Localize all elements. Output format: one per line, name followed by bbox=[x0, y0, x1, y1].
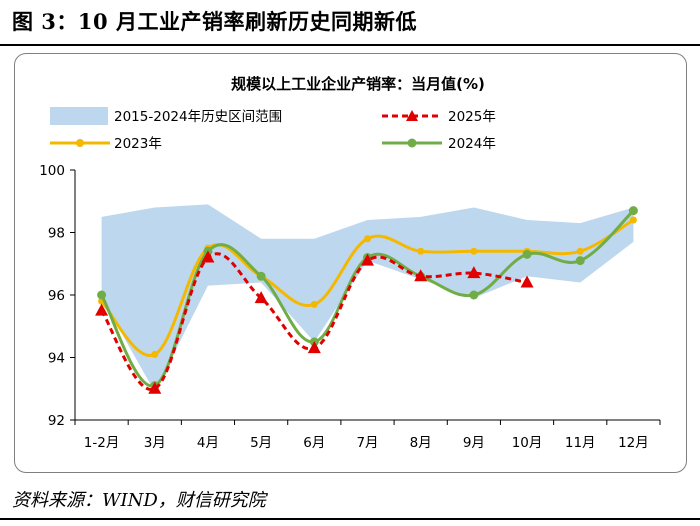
x-tick-label: 3月 bbox=[144, 435, 166, 451]
series-point-2023年 bbox=[310, 300, 318, 308]
series-point-2024年 bbox=[469, 290, 479, 300]
legend-2025-marker bbox=[406, 110, 418, 121]
series-point-2025年 bbox=[467, 266, 481, 279]
series-point-2025年 bbox=[254, 291, 268, 304]
x-tick-label: 1-2月 bbox=[84, 435, 120, 451]
y-tick-label: 94 bbox=[48, 351, 65, 367]
legend-band-swatch bbox=[50, 107, 108, 125]
series-point-2024年 bbox=[256, 271, 266, 281]
y-tick-label: 100 bbox=[39, 163, 65, 179]
legend-2024-marker bbox=[407, 138, 417, 148]
top-rule bbox=[0, 44, 700, 46]
x-tick-label: 5月 bbox=[250, 435, 272, 451]
series-point-2025年 bbox=[361, 253, 374, 266]
figure-title: 图 3：10 月工业产销率刷新历史同期新低 bbox=[12, 9, 417, 34]
chart-title: 规模以上工业企业产销率：当月值(%) bbox=[231, 75, 485, 93]
x-tick-label: 6月 bbox=[303, 435, 325, 451]
series-point-2025年 bbox=[95, 303, 109, 316]
series-point-2025年 bbox=[414, 269, 428, 282]
series-line-2023年 bbox=[100, 218, 635, 357]
series-point-2023年 bbox=[151, 350, 159, 358]
series-point-2024年 bbox=[97, 290, 107, 300]
x-tick-label: 10月 bbox=[512, 435, 543, 451]
x-tick-label: 4月 bbox=[197, 435, 219, 451]
legend-band-label: 2015-2024年历史区间范围 bbox=[114, 109, 282, 125]
x-tick-label: 12月 bbox=[618, 435, 649, 451]
legend-2023-marker bbox=[76, 139, 84, 147]
series-point-2023年 bbox=[629, 216, 637, 224]
y-tick-label: 92 bbox=[48, 413, 65, 429]
legend-2024-label: 2024年 bbox=[448, 136, 496, 152]
series-point-2024年 bbox=[522, 249, 532, 259]
series-point-2023年 bbox=[470, 247, 478, 255]
series-point-2025年 bbox=[520, 275, 534, 288]
x-tick-label: 9月 bbox=[463, 435, 485, 451]
series-line-2025年 bbox=[100, 252, 528, 391]
x-tick-label: 8月 bbox=[410, 435, 432, 451]
bottom-rule bbox=[0, 518, 700, 520]
chart-frame bbox=[14, 53, 687, 473]
y-tick-label: 96 bbox=[48, 288, 65, 304]
series-point-2023年 bbox=[417, 247, 425, 255]
series-point-2023年 bbox=[576, 247, 584, 255]
x-tick-label: 7月 bbox=[356, 435, 378, 451]
series-point-2025年 bbox=[201, 250, 215, 263]
series-point-2024年 bbox=[628, 206, 638, 216]
source-note: 资料来源：WIND，财信研究院 bbox=[12, 490, 266, 511]
series-point-2023年 bbox=[364, 235, 371, 243]
history-range-band bbox=[101, 204, 634, 392]
x-tick-label: 11月 bbox=[565, 435, 596, 451]
series-point-2024年 bbox=[575, 256, 585, 266]
y-tick-label: 98 bbox=[48, 226, 65, 242]
series-point-2025年 bbox=[148, 381, 162, 394]
legend-2025-label: 2025年 bbox=[448, 109, 496, 125]
legend-2023-label: 2023年 bbox=[114, 136, 162, 152]
series-point-2025年 bbox=[307, 341, 321, 354]
plot-area: 92 94 96 98 100 1-2月 3月 4月 5月 6月 7月 8月 9月 10月 11月 12月 bbox=[39, 163, 661, 451]
